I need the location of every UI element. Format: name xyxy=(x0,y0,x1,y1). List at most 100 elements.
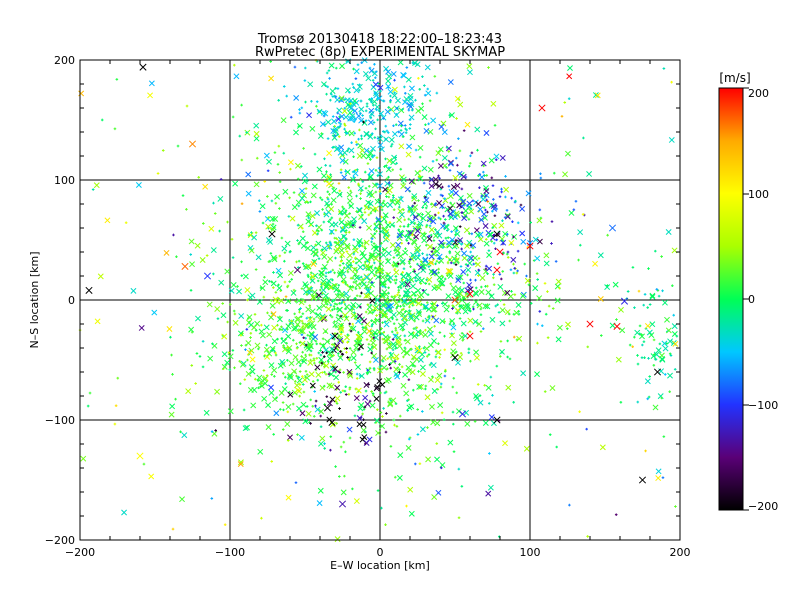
data-point-dot xyxy=(350,141,353,145)
data-point-dot xyxy=(413,319,417,323)
data-point-dot xyxy=(323,123,327,126)
data-point-dot xyxy=(460,187,464,191)
data-point-cross xyxy=(338,500,347,508)
data-point-cross xyxy=(281,386,288,393)
data-point-dot xyxy=(297,329,300,333)
data-point-dot xyxy=(443,334,446,338)
data-point-cross xyxy=(381,364,388,371)
data-point-dot xyxy=(286,327,289,331)
data-point-dot xyxy=(339,350,342,353)
data-point-dot xyxy=(652,363,656,367)
data-point-dot xyxy=(405,239,409,242)
data-point-dot xyxy=(412,327,416,331)
data-point-cross xyxy=(396,474,403,481)
data-point-cross xyxy=(655,475,662,482)
data-point-cross xyxy=(274,298,281,305)
data-point-cross xyxy=(391,342,398,349)
data-point-dot xyxy=(477,257,481,260)
data-point-cross xyxy=(376,171,383,178)
data-point-dot xyxy=(329,435,333,438)
data-point-cross xyxy=(487,484,494,491)
data-point-dot xyxy=(451,304,455,307)
data-point-cross xyxy=(566,73,573,80)
data-point-dot xyxy=(348,285,352,288)
data-point-dot xyxy=(338,135,341,138)
data-point-dot xyxy=(273,375,276,378)
data-point-dot xyxy=(396,246,400,249)
data-point-dot xyxy=(395,107,399,110)
data-point-dot xyxy=(335,402,339,405)
data-point-dot xyxy=(503,216,507,219)
data-point-cross xyxy=(189,261,195,268)
data-point-dot xyxy=(448,169,452,172)
data-point-cross xyxy=(449,318,456,324)
data-point-dot xyxy=(297,242,301,246)
data-point-dot xyxy=(387,195,391,199)
data-point-cross xyxy=(404,186,411,193)
data-point-cross xyxy=(400,348,407,355)
data-point-dot xyxy=(223,523,227,527)
data-point-dot xyxy=(300,287,304,290)
data-point-dot xyxy=(425,318,429,322)
data-point-cross xyxy=(604,284,611,291)
data-point-cross xyxy=(343,303,350,310)
data-point-cross xyxy=(379,302,386,309)
data-point-dot xyxy=(366,303,370,306)
data-point-cross xyxy=(373,246,380,252)
data-point-dot xyxy=(323,365,326,368)
data-point-dot xyxy=(444,236,448,240)
data-point-dot xyxy=(482,170,485,174)
data-point-dot xyxy=(390,295,394,299)
data-point-cross xyxy=(383,136,390,143)
data-point-dot xyxy=(295,260,298,264)
data-point-dot xyxy=(496,262,500,266)
data-point-cross xyxy=(285,494,292,501)
data-point-dot xyxy=(420,260,423,263)
data-point-cross xyxy=(472,318,479,325)
data-point-dot xyxy=(378,259,382,263)
data-point-dot xyxy=(397,130,400,134)
data-point-dot xyxy=(370,390,373,393)
data-point-dot xyxy=(346,333,350,337)
data-point-dot xyxy=(353,414,357,418)
data-point-dot xyxy=(327,69,331,72)
data-point-dot xyxy=(469,278,472,282)
data-point-cross xyxy=(612,281,619,288)
data-point-cross xyxy=(372,329,378,336)
data-point-dot xyxy=(407,235,410,239)
data-point-dot xyxy=(479,313,483,317)
data-point-dot xyxy=(555,445,558,449)
data-point-cross xyxy=(608,224,617,232)
data-point-cross xyxy=(345,87,351,94)
data-point-dot xyxy=(354,317,358,321)
data-point-dot xyxy=(266,311,269,315)
data-point-cross xyxy=(309,273,316,280)
data-point-dot xyxy=(372,242,376,245)
data-point-cross xyxy=(567,65,573,72)
data-point-cross xyxy=(379,274,386,281)
data-point-dot xyxy=(379,192,382,195)
data-point-dot xyxy=(421,319,425,323)
data-point-dot xyxy=(352,67,355,71)
data-point-cross xyxy=(382,312,388,319)
data-point-dot xyxy=(333,320,336,323)
data-point-cross xyxy=(460,268,467,275)
data-point-dot xyxy=(338,475,341,478)
data-point-cross xyxy=(365,153,372,160)
data-point-cross xyxy=(323,282,330,289)
data-point-dot xyxy=(304,66,307,70)
data-point-cross xyxy=(414,227,421,234)
data-point-dot xyxy=(506,339,509,343)
data-point-dot xyxy=(385,257,389,261)
data-point-dot xyxy=(643,356,646,359)
data-point-cross xyxy=(445,293,452,300)
data-point-dot xyxy=(274,351,277,355)
data-point-cross xyxy=(272,216,279,222)
data-point-dot xyxy=(185,104,189,108)
data-point-cross xyxy=(346,368,353,375)
data-point-dot xyxy=(447,184,451,188)
data-point-cross xyxy=(434,456,440,463)
data-point-dot xyxy=(263,180,267,183)
data-point-cross xyxy=(355,113,362,119)
data-point-cross xyxy=(286,373,293,380)
